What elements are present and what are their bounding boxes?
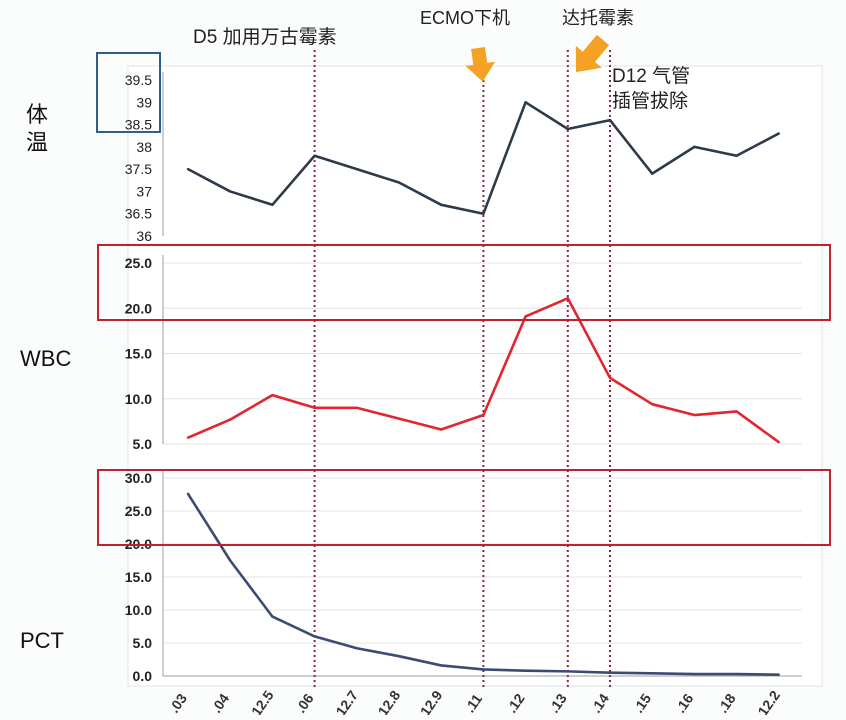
data-point-pct: [440, 664, 443, 667]
data-point-pct: [693, 672, 696, 676]
data-point-wbc: [566, 297, 569, 300]
data-point-temperature: [440, 203, 443, 206]
data-point-pct: [566, 670, 569, 673]
y-tick-label: 38: [136, 139, 152, 155]
x-tick-label: .03: [166, 690, 190, 715]
data-point-wbc: [608, 376, 612, 380]
x-tick-label: .14: [588, 690, 612, 715]
x-tick-label: 12.5: [248, 687, 277, 715]
temp-label-line2: 温: [26, 130, 48, 155]
y-tick-label: 36: [136, 228, 152, 244]
temp-label-line1: 体: [26, 102, 48, 127]
data-point-temperature: [482, 212, 485, 215]
pct-highlight-box: [97, 469, 831, 546]
data-point-pct: [271, 615, 274, 618]
data-point-wbc: [229, 418, 232, 421]
y-tick-label: 25.0: [125, 503, 152, 519]
data-point-wbc: [397, 417, 401, 420]
y-tick-label: 39: [136, 94, 152, 110]
pct-label: PCT: [20, 628, 64, 653]
x-tick-label: 12.9: [417, 687, 446, 715]
data-point-temperature: [735, 154, 738, 157]
data-point-temperature: [566, 127, 569, 131]
x-tick-label: .12: [503, 690, 527, 715]
data-point-temperature: [313, 154, 316, 157]
data-point-wbc: [313, 406, 316, 409]
y-tick-label: 5.0: [133, 436, 153, 452]
data-point-pct: [482, 668, 485, 671]
data-point-wbc: [524, 315, 527, 318]
annotation-d12-line2: 插管拔除: [612, 90, 688, 112]
x-tick-label: 12.8: [375, 687, 404, 715]
data-point-wbc: [186, 436, 190, 439]
data-point-temperature: [608, 118, 612, 122]
data-point-wbc: [482, 413, 485, 417]
annotation-ecmo: ECMO下机: [420, 8, 510, 28]
x-tick-label: .18: [714, 690, 738, 715]
data-point-temperature: [355, 167, 358, 171]
data-point-pct: [313, 635, 316, 638]
y-tick-label: 25.0: [125, 255, 152, 271]
x-tick-label: .16: [672, 690, 696, 715]
x-tick-label: .11: [461, 691, 485, 715]
x-tick-label: 12.7: [332, 687, 361, 715]
x-tick-label: .04: [208, 690, 232, 715]
x-tick-label: .13: [546, 690, 570, 715]
y-tick-label: 15.0: [125, 346, 152, 362]
data-point-pct: [229, 559, 232, 562]
annotation-d5: D5 加用万古霉素: [193, 26, 337, 48]
data-point-wbc: [693, 413, 696, 417]
data-point-pct: [397, 655, 401, 658]
x-tick-label: .06: [292, 690, 316, 715]
data-point-pct: [735, 672, 738, 676]
annotation-dato: 达托霉素: [562, 8, 634, 28]
data-point-wbc: [271, 393, 274, 397]
data-point-wbc: [777, 440, 780, 444]
y-tick-label: 30.0: [125, 470, 152, 486]
data-point-wbc: [355, 406, 358, 409]
y-tick-label: 38.5: [125, 117, 152, 133]
y-tick-label: 0.0: [133, 668, 153, 684]
y-tick-label: 15.0: [125, 569, 152, 585]
x-tick-label: 12.2: [754, 687, 783, 715]
y-tick-label: 36.5: [125, 206, 152, 222]
temp-axis-highlight-box: [96, 52, 161, 133]
data-point-wbc: [735, 410, 738, 413]
data-point-temperature: [524, 101, 527, 104]
y-tick-label: 39.5: [125, 72, 152, 88]
arrow-ecmo-icon: [465, 47, 496, 82]
x-tick-label: .15: [630, 690, 654, 715]
data-point-wbc: [651, 402, 654, 406]
y-tick-label: 37.5: [125, 161, 152, 177]
data-point-pct: [608, 671, 612, 674]
data-point-pct: [524, 669, 527, 672]
arrow-dato-icon: [575, 34, 610, 73]
y-tick-label: 20.0: [125, 300, 152, 316]
data-point-temperature: [229, 190, 232, 193]
data-point-temperature: [777, 132, 780, 135]
y-tick-label: 10.0: [125, 602, 152, 618]
data-point-temperature: [271, 203, 274, 206]
data-point-temperature: [693, 145, 696, 149]
data-point-pct: [651, 672, 654, 675]
y-tick-label: 37: [136, 183, 152, 199]
y-tick-label: 5.0: [133, 635, 153, 651]
data-point-pct: [186, 492, 190, 496]
wbc-highlight-box: [97, 244, 831, 321]
data-point-temperature: [186, 167, 190, 171]
y-tick-label: 10.0: [125, 391, 152, 407]
data-point-pct: [777, 673, 780, 676]
plot-frame: [127, 65, 823, 687]
data-point-pct: [355, 647, 358, 650]
annotation-d12-line1: D12 气管: [612, 65, 690, 87]
wbc-label: WBC: [20, 346, 71, 371]
data-point-wbc: [440, 428, 443, 431]
data-point-temperature: [397, 181, 401, 184]
data-point-temperature: [651, 172, 654, 175]
